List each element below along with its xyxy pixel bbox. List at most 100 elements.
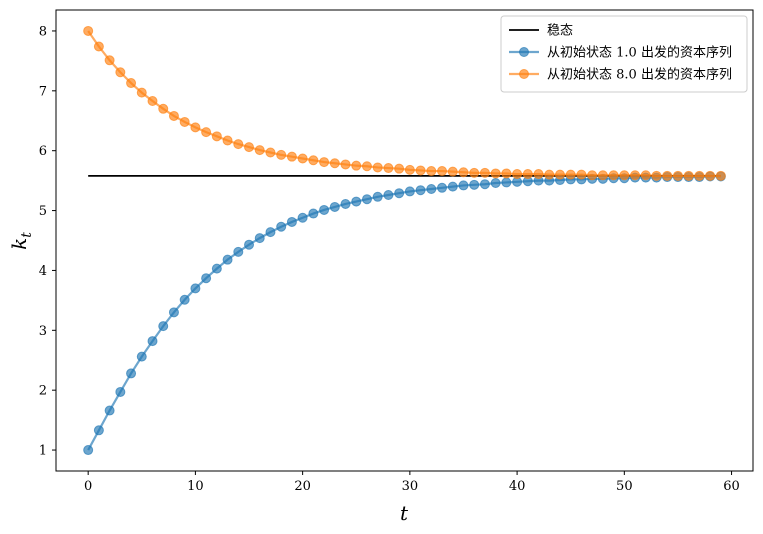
data-point <box>126 368 137 379</box>
y-axis-ticks: 1 2 3 4 5 6 7 8 <box>39 24 56 459</box>
data-point <box>479 167 490 178</box>
data-point <box>490 168 501 179</box>
data-point <box>672 170 683 181</box>
data-point <box>361 194 372 205</box>
data-point <box>415 165 426 176</box>
data-point <box>115 386 126 397</box>
data-point <box>297 212 308 223</box>
legend-item-1: 稳态 <box>509 23 573 39</box>
data-point <box>244 239 255 250</box>
data-point <box>662 170 673 181</box>
data-point <box>447 166 458 177</box>
legend-label: 从初始状态 1.0 出发的资本序列 <box>547 45 732 61</box>
data-point <box>93 41 104 52</box>
data-point <box>544 169 555 180</box>
data-point <box>265 227 276 238</box>
data-point <box>426 166 437 177</box>
data-point <box>168 307 179 318</box>
data-point <box>104 55 115 66</box>
data-point <box>104 405 115 416</box>
data-point <box>522 169 533 180</box>
series-2 <box>83 25 726 181</box>
x-tick-label: 10 <box>187 479 204 494</box>
y-axis-label: kt <box>7 232 35 250</box>
data-point <box>404 186 415 197</box>
data-point <box>308 208 319 219</box>
y-axis-label-base: k <box>7 238 31 250</box>
x-axis-ticks: 0 10 20 30 40 50 60 <box>84 471 740 494</box>
data-point <box>651 170 662 181</box>
x-axis-label: t <box>400 501 409 525</box>
data-point <box>158 321 169 332</box>
data-point <box>415 185 426 196</box>
data-point <box>244 142 255 153</box>
data-point <box>329 158 340 169</box>
y-tick-label: 7 <box>39 84 47 99</box>
data-point <box>286 151 297 162</box>
data-point <box>222 135 233 146</box>
data-point <box>437 166 448 177</box>
x-tick-label: 50 <box>616 479 633 494</box>
x-tick-label: 30 <box>402 479 419 494</box>
data-point <box>597 170 608 181</box>
data-point <box>93 425 104 436</box>
legend-label: 稳态 <box>547 23 573 39</box>
data-point <box>469 179 480 190</box>
data-point <box>383 190 394 200</box>
legend-item-3: 从初始状态 8.0 出发的资本序列 <box>509 67 732 83</box>
data-point <box>340 159 351 170</box>
data-point <box>201 273 212 284</box>
y-tick-label: 8 <box>39 24 47 39</box>
data-point <box>211 263 222 274</box>
plot-frame <box>55 9 754 472</box>
legend-label: 从初始状态 8.0 出发的资本序列 <box>547 67 732 83</box>
data-point <box>190 122 201 133</box>
series-1 <box>83 171 726 456</box>
data-point <box>276 149 287 160</box>
data-point <box>372 191 383 202</box>
data-point <box>329 201 340 212</box>
axes <box>55 9 754 472</box>
legend-box <box>500 15 748 93</box>
data-point <box>158 103 169 114</box>
y-tick-label: 4 <box>39 264 47 279</box>
series-line <box>87 175 721 451</box>
data-point <box>394 188 405 199</box>
data-point <box>233 246 244 257</box>
data-point <box>126 78 137 89</box>
data-point <box>351 196 362 207</box>
data-point <box>297 153 308 164</box>
data-point <box>715 170 726 181</box>
data-point <box>254 233 265 244</box>
legend-marker <box>519 69 529 79</box>
data-point <box>469 167 480 178</box>
data-point <box>372 162 383 173</box>
data-point <box>490 178 501 189</box>
y-tick-label: 1 <box>39 444 47 459</box>
x-tick-label: 60 <box>723 479 740 494</box>
data-point <box>683 170 694 181</box>
data-point <box>179 294 190 305</box>
data-point <box>147 336 158 347</box>
data-point <box>394 163 405 174</box>
data-point <box>254 145 265 156</box>
data-point <box>276 221 287 232</box>
data-point <box>265 147 276 158</box>
data-point <box>447 181 458 192</box>
plot-area <box>83 25 726 456</box>
data-point <box>576 169 587 180</box>
data-point <box>136 87 147 98</box>
data-point <box>458 167 469 178</box>
y-tick-label: 6 <box>39 144 47 159</box>
data-point <box>319 204 330 215</box>
y-axis-label-subscript: t <box>19 232 35 238</box>
data-point <box>83 25 94 36</box>
data-point <box>383 163 394 174</box>
data-point <box>201 127 212 138</box>
data-point <box>565 169 576 180</box>
data-point <box>340 198 351 209</box>
data-point <box>168 110 179 121</box>
data-point <box>458 180 469 191</box>
data-point <box>512 169 523 180</box>
